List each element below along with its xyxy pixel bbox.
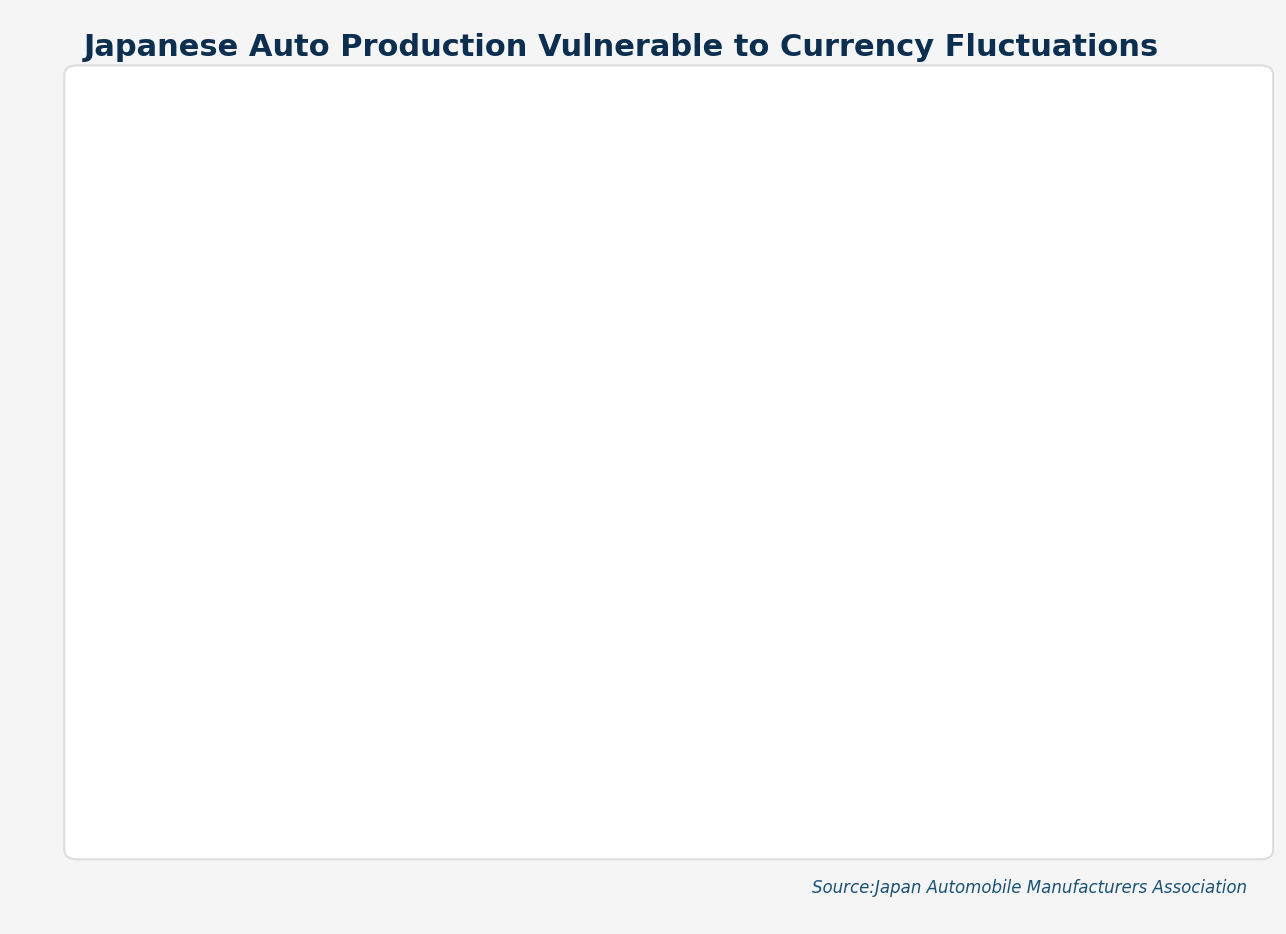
Legend: Percentage of Motor Vehicle Exports over Production: Percentage of Motor Vehicle Exports over… (435, 102, 974, 134)
Text: Japanese Auto Production Vulnerable to Currency Fluctuations: Japanese Auto Production Vulnerable to C… (84, 33, 1159, 62)
Text: Source:Japan Automobile Manufacturers Association: Source:Japan Automobile Manufacturers As… (813, 879, 1247, 897)
